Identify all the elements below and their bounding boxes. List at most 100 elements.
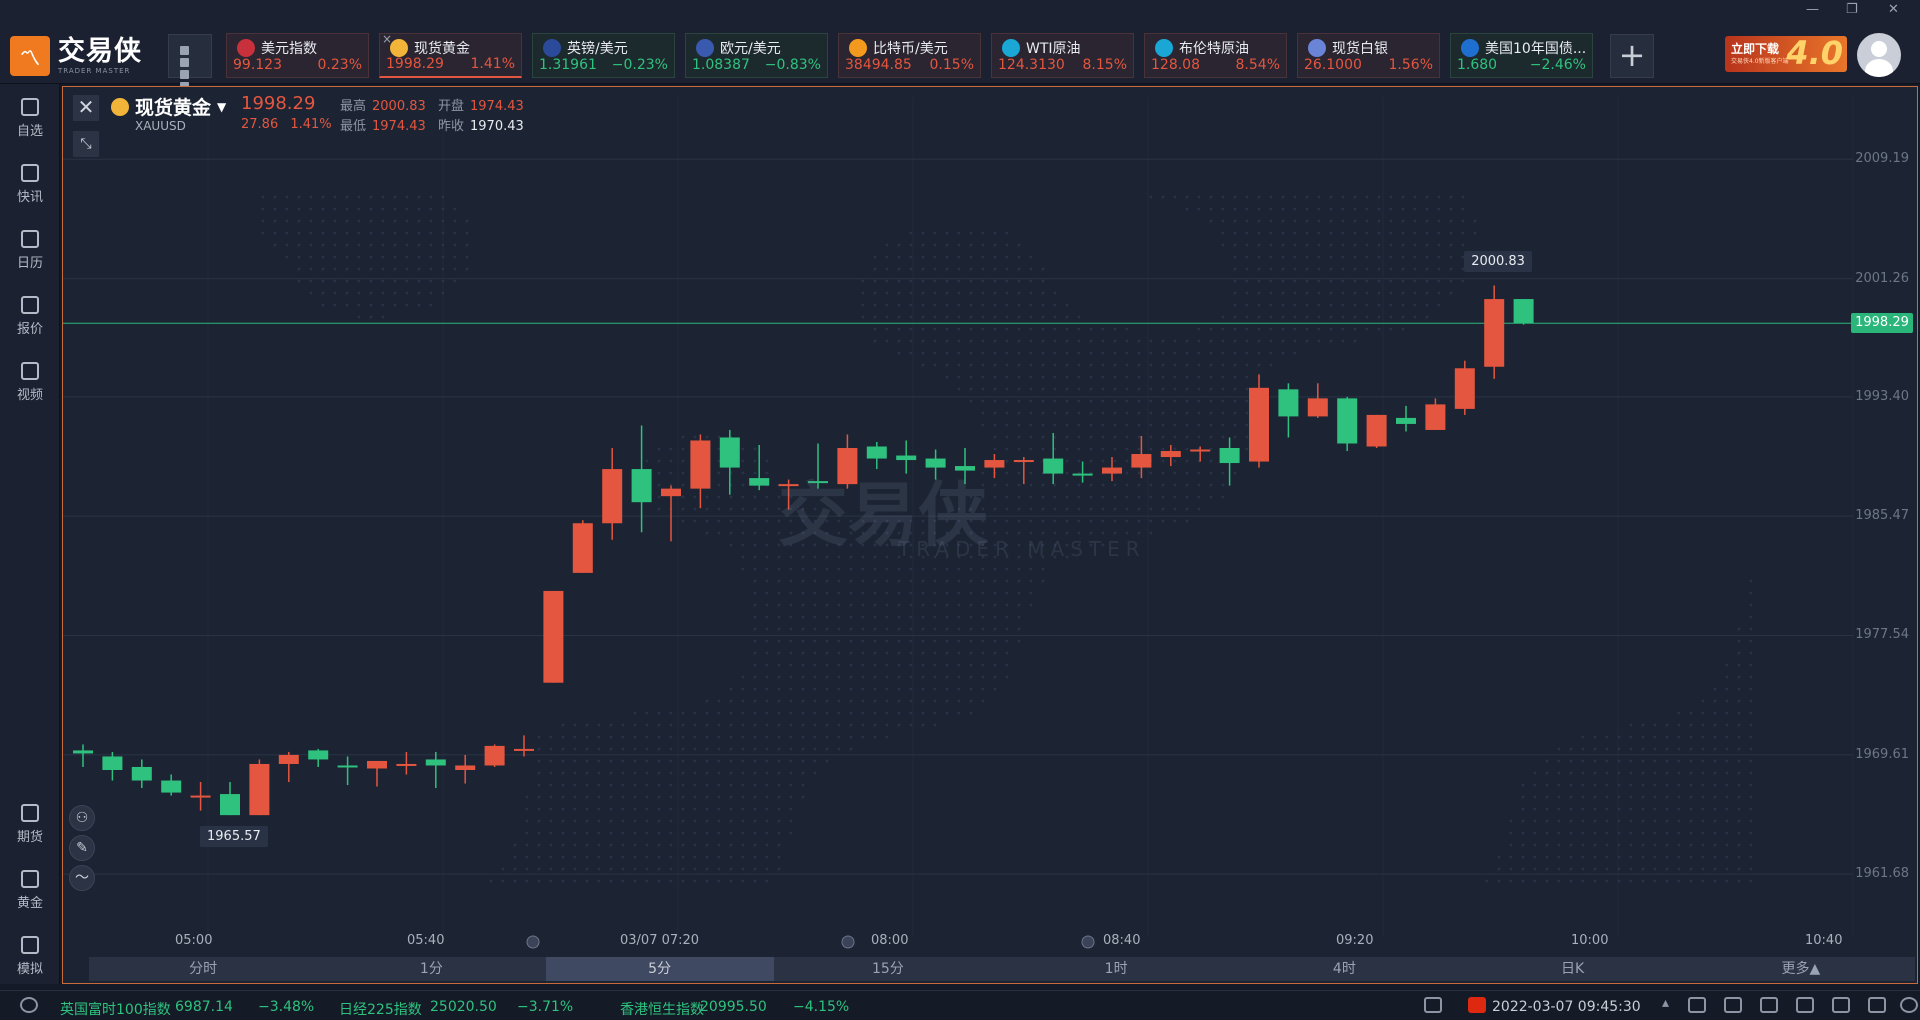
timeframe-bar: 分时 1分 5分 15分 1时 4时 日K 更多▲ <box>89 957 1915 981</box>
candlestick-chart[interactable] <box>63 87 1919 985</box>
candle <box>1190 446 1211 462</box>
bottom-status-bar: 英国富时100指数 6987.14 −3.48% 日经225指数 25020.50 −3.… <box>0 990 1920 1020</box>
candle-body <box>749 478 770 486</box>
index-name[interactable]: 日经225指数 <box>339 1002 422 1018</box>
sidebar-item-quotes[interactable]: 报价 <box>0 296 60 337</box>
headset-icon[interactable] <box>20 997 38 1013</box>
close-icon[interactable]: × <box>382 32 393 46</box>
candle <box>1160 445 1181 467</box>
timeframe-tab[interactable]: 15分 <box>871 961 904 977</box>
candle <box>602 448 623 540</box>
popout-icon[interactable] <box>1688 997 1706 1013</box>
candle <box>102 751 123 781</box>
ticker-card[interactable]: 美元指数 99.123 0.23% <box>226 33 369 78</box>
fullscreen-icon[interactable] <box>1796 997 1814 1013</box>
index-name[interactable]: 香港恒生指数 <box>620 1002 704 1018</box>
add-ticker-button[interactable]: + <box>1610 34 1654 78</box>
sidebar-item-gold[interactable]: 黄金 <box>0 870 60 911</box>
chevron-up-icon[interactable]: ▴ <box>1662 995 1670 1011</box>
stat-label: 最低 <box>340 119 367 134</box>
ticker-change: −0.83% <box>764 57 821 73</box>
timeframe-tab[interactable]: 1时 <box>1104 961 1128 977</box>
ticker-card[interactable]: 英镑/美元 1.31961 −0.23% <box>532 33 675 78</box>
sidebar-item-video[interactable]: 视频 <box>0 362 60 403</box>
ticker-name: 美元指数 <box>261 41 317 57</box>
sidebar-item-simulation[interactable]: 模拟 <box>0 936 60 977</box>
link-icon[interactable] <box>1424 997 1442 1013</box>
stat-value: 1970.43 <box>470 119 524 134</box>
candle-body <box>1072 473 1093 476</box>
ticker-name: 现货黄金 <box>414 41 470 57</box>
ticker-card[interactable]: 美国10年国债... 1.680 −2.46% <box>1450 33 1593 78</box>
close-chart-button[interactable]: ✕ <box>73 95 99 121</box>
promo-title: 立即下载 <box>1731 42 1780 56</box>
sidebar-item-label: 报价 <box>16 322 43 337</box>
ticker-card[interactable]: 现货白银 26.1000 1.56% <box>1297 33 1440 78</box>
sidebar-item-label: 黄金 <box>16 896 43 911</box>
grid-icon <box>180 46 189 55</box>
user-avatar[interactable] <box>1857 33 1901 77</box>
sidebar-item-label: 自选 <box>16 124 43 139</box>
candle-body <box>278 754 299 764</box>
x-tick-label: 08:00 <box>871 933 909 948</box>
list-icon[interactable] <box>1760 997 1778 1013</box>
ticker-change: 0.23% <box>317 57 362 73</box>
logo-subtitle: TRADER MASTER <box>58 67 131 75</box>
app-logo: 〽 交易侠 TRADER MASTER <box>10 36 142 76</box>
indicator-tool-button[interactable]: ⚇ <box>69 805 95 831</box>
timeframe-tab[interactable]: 日K <box>1561 961 1585 977</box>
timeframe-tab[interactable]: 4时 <box>1332 961 1356 977</box>
candle <box>131 759 152 789</box>
ticker-card[interactable]: 布伦特原油 128.08 8.54% <box>1144 33 1287 78</box>
chart-line-icon <box>21 296 39 314</box>
ticker-card[interactable]: × 现货黄金 1998.29 1.41% <box>379 32 522 78</box>
candle-body <box>1307 398 1328 417</box>
candle-body <box>1366 414 1387 447</box>
mute-icon[interactable] <box>1868 997 1886 1013</box>
sidebar-item-futures[interactable]: 期货 <box>0 804 60 845</box>
promo-version: 4.0 <box>1786 34 1843 72</box>
candle <box>337 756 358 786</box>
timeframe-tab[interactable]: 1分 <box>419 961 443 977</box>
candle <box>837 434 858 489</box>
x-tick-label: 05:00 <box>175 933 213 948</box>
camera-icon[interactable] <box>1832 997 1850 1013</box>
restore-icon[interactable]: ❐ <box>1846 2 1858 17</box>
sidebar-item-label: 视频 <box>16 388 43 403</box>
minimize-icon[interactable]: — <box>1806 2 1819 17</box>
download-promo-banner[interactable]: 立即下载 交易侠4.0新版客户端 4.0 <box>1725 34 1847 72</box>
layout-grid-button[interactable] <box>168 34 212 91</box>
timeframe-tab[interactable]: 更多▲ <box>1781 961 1821 977</box>
ticker-price: 38494.85 <box>845 57 912 73</box>
index-name[interactable]: 英国富时100指数 <box>60 1002 171 1018</box>
timeframe-tab[interactable]: 5分 <box>545 957 774 981</box>
symbol-selector[interactable]: 现货黄金 ▼ <box>111 93 226 120</box>
candle <box>1454 360 1475 415</box>
ticker-card[interactable]: WTI原油 124.3130 8.15% <box>991 33 1134 78</box>
shrink-chart-button[interactable]: ⤡ <box>73 131 99 157</box>
x-tick-label: 05:40 <box>407 933 445 948</box>
candle <box>161 774 182 796</box>
tools-icon[interactable] <box>1724 997 1742 1013</box>
candle-body <box>190 795 211 798</box>
candle-body <box>1219 448 1240 464</box>
sidebar-item-calendar[interactable]: 日历 <box>0 230 60 271</box>
ticker-card[interactable]: 欧元/美元 1.08387 −0.83% <box>685 33 828 78</box>
sidebar-item-label: 模拟 <box>16 962 43 977</box>
pen-tool-button[interactable]: ✎ <box>69 835 95 861</box>
candle-body <box>73 750 93 754</box>
ticker-card[interactable]: 比特币/美元 38494.85 0.15% <box>838 33 981 78</box>
ticker-name: 布伦特原油 <box>1179 41 1249 57</box>
sidebar-item-watchlist[interactable]: 自选 <box>0 98 60 139</box>
candle <box>1013 457 1034 485</box>
candle <box>896 440 917 474</box>
candle <box>631 425 652 533</box>
settings-icon[interactable] <box>1900 997 1918 1013</box>
line-tool-button[interactable]: 〜 <box>69 865 95 891</box>
close-window-icon[interactable]: ✕ <box>1888 2 1899 17</box>
high-price-bubble: 2000.83 <box>1464 251 1532 273</box>
candle <box>661 485 681 542</box>
timeframe-tab[interactable]: 分时 <box>189 961 218 977</box>
sidebar-item-news[interactable]: 快讯 <box>0 164 60 205</box>
